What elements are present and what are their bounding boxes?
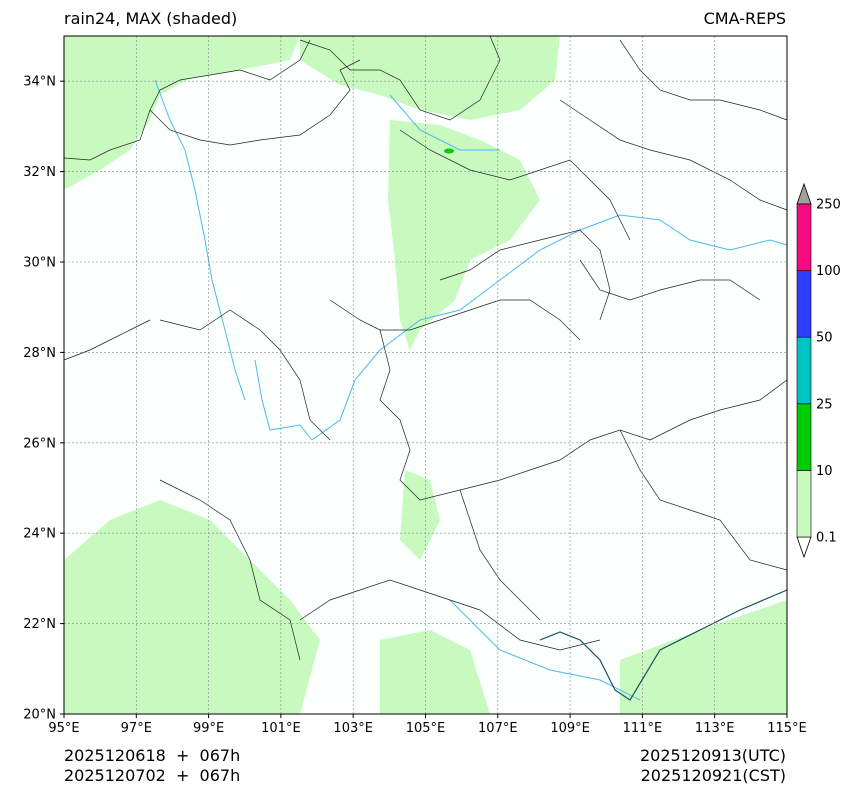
lat-tick-label: 34°N bbox=[23, 75, 56, 90]
lat-tick-label: 26°N bbox=[23, 436, 56, 451]
init-time-block: 2025120618 + 067h 2025120702 + 067h bbox=[64, 746, 240, 786]
lon-tick-label: 95°E bbox=[48, 721, 79, 736]
graticule bbox=[64, 36, 787, 714]
colorbar-level-label: 25 bbox=[816, 397, 833, 412]
colorbar-level-label: 50 bbox=[816, 331, 833, 346]
rain-shading bbox=[64, 36, 787, 714]
longitude-labels: 95°E 97°E 99°E 101°E 103°E 105°E 107°E 109°E 111… bbox=[48, 721, 806, 736]
lon-tick-label: 109°E bbox=[550, 721, 590, 736]
lon-tick-label: 103°E bbox=[333, 721, 373, 736]
lon-tick-label: 99°E bbox=[193, 721, 224, 736]
colorbar-level-label: 10 bbox=[816, 464, 833, 479]
lat-tick-label: 24°N bbox=[23, 527, 56, 542]
colorbar-under-triangle bbox=[796, 536, 812, 559]
province-borders bbox=[63, 35, 788, 661]
colorbar-segment bbox=[796, 203, 812, 271]
lon-tick-label: 101°E bbox=[261, 721, 301, 736]
rain-area-southwest bbox=[64, 500, 320, 714]
colorbar-level-label: 0.1 bbox=[816, 531, 837, 546]
lon-tick-label: 107°E bbox=[478, 721, 518, 736]
lon-tick-label: 113°E bbox=[695, 721, 735, 736]
colorbar-segment bbox=[796, 403, 812, 471]
latitude-labels: 34°N 32°N 30°N 28°N 26°N 24°N 22°N 20°N bbox=[23, 75, 56, 723]
colorbar-segment bbox=[796, 270, 812, 338]
rivers bbox=[154, 79, 788, 701]
valid-time-cst: 2025120921(CST) bbox=[640, 766, 786, 785]
init-time-utc: 2025120618 + 067h bbox=[64, 746, 241, 765]
map-title: rain24, MAX (shaded) bbox=[64, 9, 238, 28]
rain-area-yunnan-patches bbox=[400, 470, 440, 560]
rain-area-north bbox=[300, 36, 560, 120]
rain-area-south-central bbox=[380, 630, 490, 714]
colorbar-segment bbox=[796, 470, 812, 538]
lon-tick-label: 111°E bbox=[623, 721, 663, 736]
rain-area-southeast bbox=[620, 600, 787, 714]
valid-time-utc: 2025120913(UTC) bbox=[640, 746, 786, 765]
lat-tick-label: 22°N bbox=[23, 617, 56, 632]
model-name: CMA-REPS bbox=[703, 9, 786, 28]
lat-tick-label: 32°N bbox=[23, 165, 56, 180]
rain-area-sichuan bbox=[388, 120, 540, 350]
colorbar-level-label: 250 bbox=[816, 198, 841, 213]
colorbar-segment bbox=[796, 336, 812, 405]
axis-ticks bbox=[60, 80, 788, 718]
lat-tick-label: 28°N bbox=[23, 346, 56, 361]
lon-tick-label: 115°E bbox=[767, 721, 807, 736]
lon-tick-label: 97°E bbox=[121, 721, 152, 736]
valid-time-block: 2025120913(UTC) 2025120921(CST) bbox=[640, 746, 786, 786]
map-frame bbox=[63, 35, 788, 715]
lat-tick-label: 20°N bbox=[23, 708, 56, 723]
init-time-cst: 2025120702 + 067h bbox=[64, 766, 241, 785]
rain-heavy-spot bbox=[444, 148, 454, 154]
lat-tick-label: 30°N bbox=[23, 256, 56, 271]
colorbar: 0.1 10 25 50 100 250 bbox=[796, 182, 841, 559]
colorbar-over-triangle bbox=[796, 182, 812, 205]
lon-tick-label: 105°E bbox=[406, 721, 446, 736]
rain-area-northwest bbox=[64, 36, 300, 190]
colorbar-level-label: 100 bbox=[816, 264, 841, 279]
